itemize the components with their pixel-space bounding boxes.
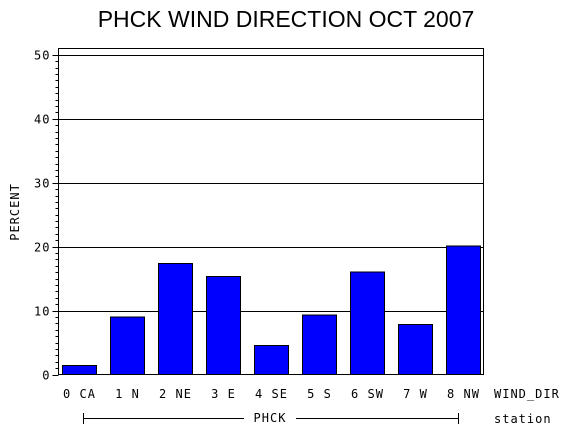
y-tick-label: 40 bbox=[34, 113, 50, 127]
group-bracket: PHCK bbox=[83, 410, 459, 426]
bar bbox=[254, 345, 289, 376]
x-tick-label: 2 NE bbox=[159, 387, 192, 401]
bar bbox=[62, 365, 97, 376]
x-tick-label: 7 W bbox=[403, 387, 428, 401]
y-axis-label: PERCENT bbox=[8, 183, 22, 241]
y-tick-label: 10 bbox=[34, 305, 50, 319]
plot-frame bbox=[58, 48, 484, 375]
gridlines bbox=[58, 55, 484, 312]
bar bbox=[302, 314, 337, 376]
bars bbox=[62, 245, 481, 376]
x-tick-label: 4 SE bbox=[255, 387, 288, 401]
x-tick-label: 5 S bbox=[307, 387, 332, 401]
chart-title: PHCK WIND DIRECTION OCT 2007 bbox=[98, 6, 475, 32]
bar bbox=[206, 276, 241, 376]
x-tick-label: 0 CA bbox=[63, 387, 96, 401]
bar bbox=[110, 316, 145, 375]
bar bbox=[446, 245, 481, 375]
x-tick-label: 1 N bbox=[115, 387, 140, 401]
y-tick-label: 20 bbox=[34, 241, 50, 255]
x-tick-labels: 0 CA 1 N 2 NE 3 E 4 SE 5 S 6 SW 7 W 8 NW bbox=[63, 387, 480, 401]
group-label: PHCK bbox=[254, 411, 287, 425]
bar bbox=[158, 262, 193, 375]
x-tick-label: 6 SW bbox=[351, 387, 384, 401]
x-tick-label: 8 NW bbox=[447, 387, 480, 401]
bar bbox=[350, 271, 385, 376]
group-axis-label: station bbox=[494, 412, 552, 426]
y-tick-label: 50 bbox=[34, 49, 50, 63]
y-tick-label: 0 bbox=[42, 369, 50, 383]
axes bbox=[58, 48, 484, 375]
x-tick-label: 3 E bbox=[211, 387, 236, 401]
x-axis-label: WIND_DIR bbox=[494, 387, 560, 401]
y-tick-label: 30 bbox=[34, 177, 50, 191]
y-ticks: 0 10 20 30 40 50 bbox=[34, 49, 59, 383]
bar bbox=[398, 324, 433, 376]
